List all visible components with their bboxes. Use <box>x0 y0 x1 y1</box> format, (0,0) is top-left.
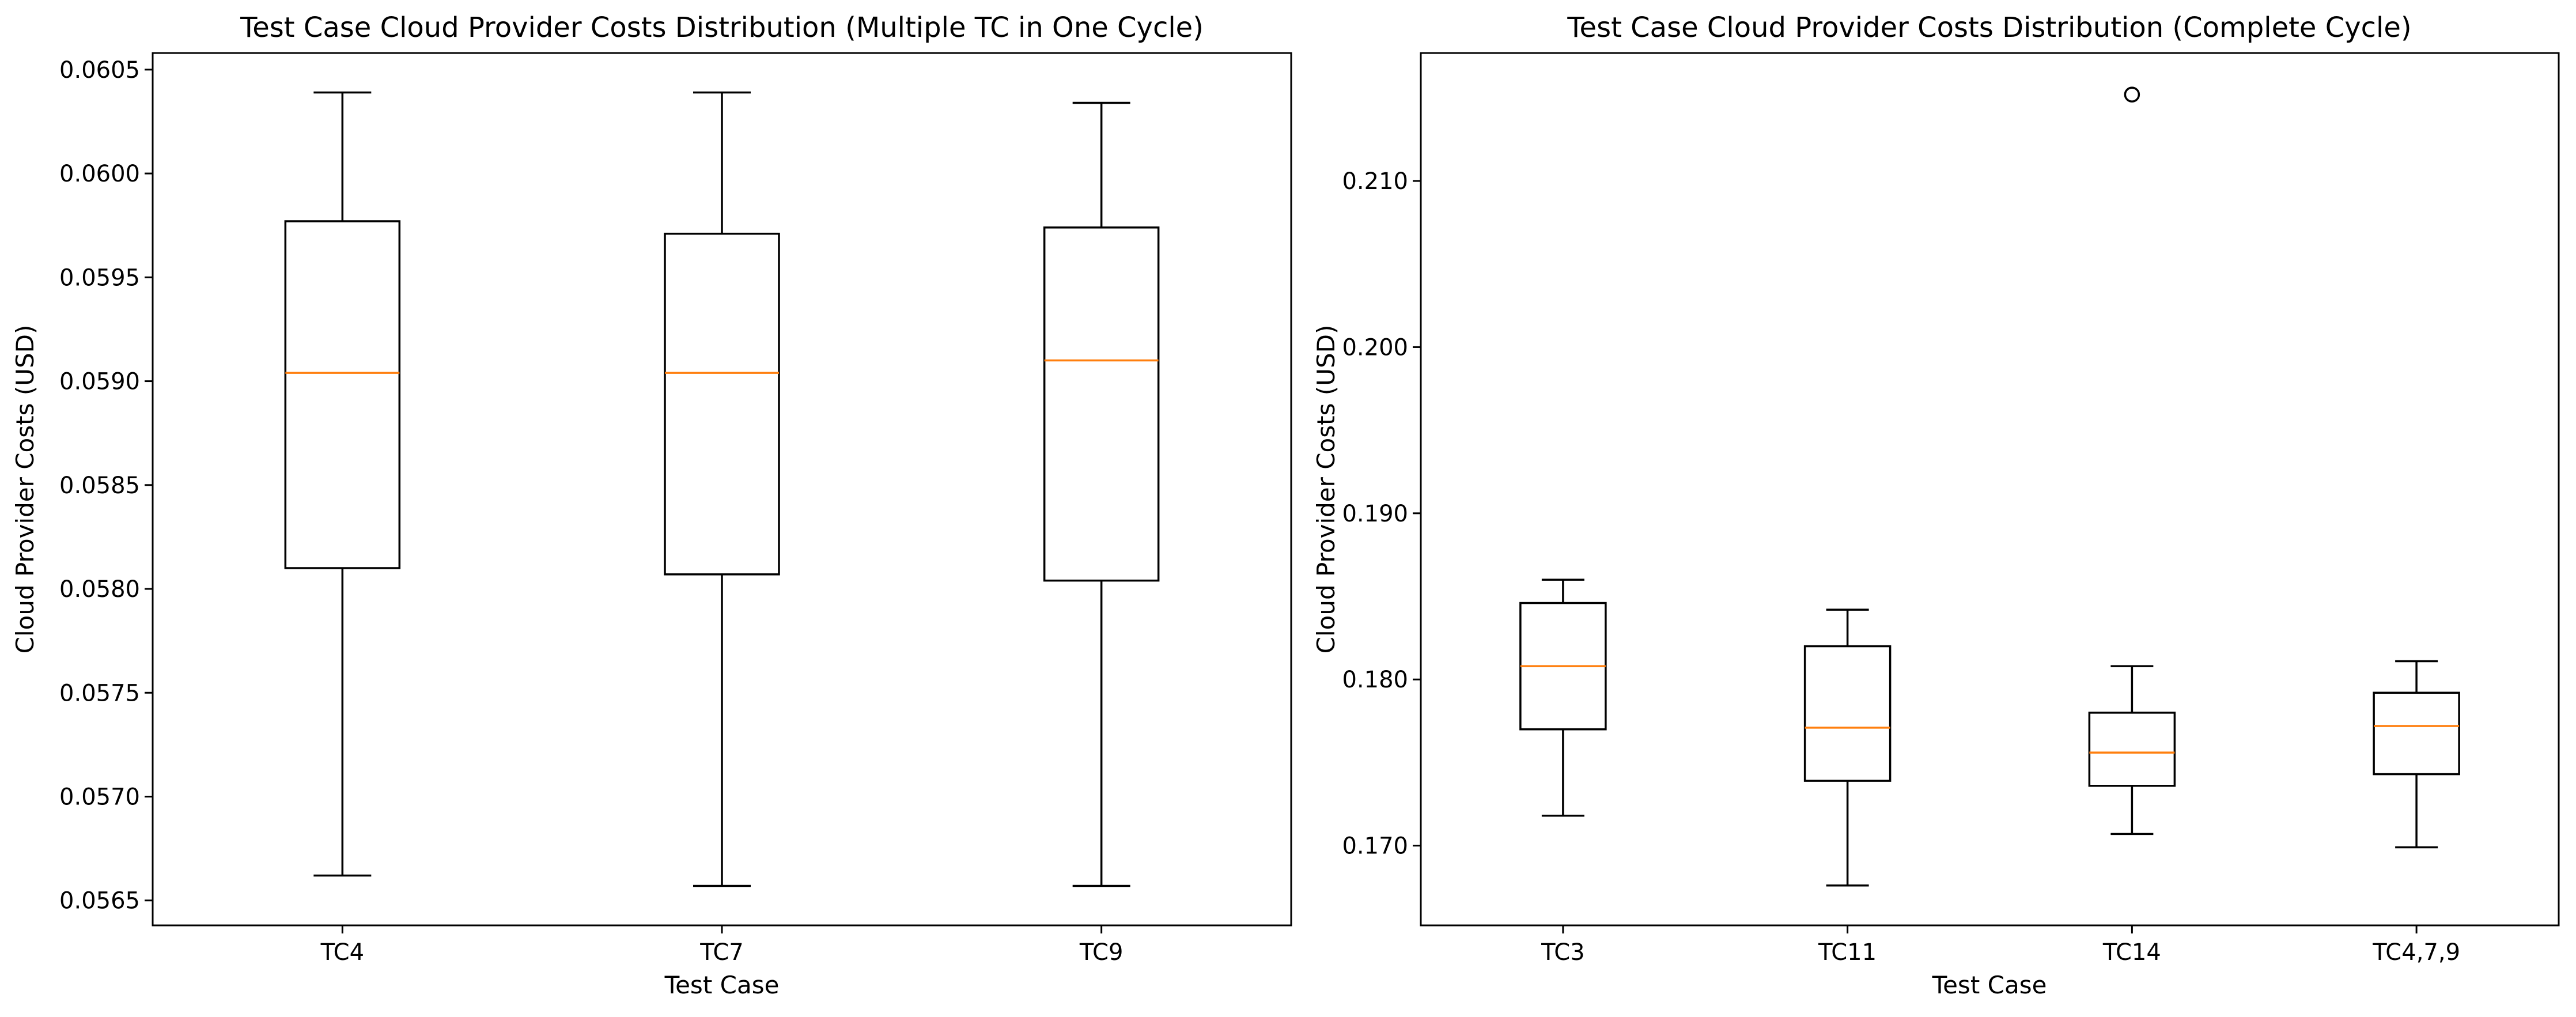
y-tick-label: 0.170 <box>1342 833 1408 860</box>
x-tick-label: TC7 <box>699 939 743 966</box>
y-tick-label: 0.0605 <box>59 57 140 84</box>
x-tick-label: TC4 <box>320 939 364 966</box>
y-tick-label: 0.190 <box>1342 501 1408 527</box>
box-tc4-7-9 <box>2373 660 2460 849</box>
y-tick-label: 0.0595 <box>59 264 140 291</box>
y-tick-label: 0.0580 <box>59 576 140 603</box>
y-tick-label: 0.210 <box>1342 168 1408 195</box>
y-tick-label: 0.200 <box>1342 334 1408 361</box>
axis-ticks: 0.170 0.180 0.190 0.200 0.210 TC3 TC11 TC14 TC4,… <box>1342 168 2460 966</box>
y-tick-label: 0.0565 <box>59 888 140 914</box>
x-tick-label: TC4,7,9 <box>2372 939 2460 966</box>
box-tc9 <box>1043 101 1160 887</box>
y-tick-label: 0.0585 <box>59 472 140 499</box>
chart-title: Test Case Cloud Provider Costs Distribut… <box>240 12 1204 44</box>
x-tick-label: TC9 <box>1079 939 1123 966</box>
iqr-box <box>1803 645 1892 782</box>
y-axis-label: Cloud Provider Costs (USD) <box>1312 325 1340 654</box>
x-tick-label: TC14 <box>2102 939 2161 966</box>
box-tc4 <box>284 91 401 877</box>
y-axis-label: Cloud Provider Costs (USD) <box>11 325 39 654</box>
y-tick-label: 0.0590 <box>59 369 140 395</box>
box-plot-marks <box>1519 86 2460 887</box>
x-tick-label: TC11 <box>1818 939 1877 966</box>
x-axis-label: Test Case <box>664 971 780 999</box>
iqr-box <box>1043 226 1160 582</box>
iqr-box <box>2373 691 2460 776</box>
x-axis-label: Test Case <box>1932 971 2047 999</box>
box-tc3 <box>1519 579 1607 817</box>
y-tick-label: 0.0575 <box>59 680 140 706</box>
plot-frame <box>152 52 1292 927</box>
box-tc7 <box>664 91 780 887</box>
iqr-box <box>284 220 401 569</box>
y-tick-label: 0.0600 <box>59 161 140 187</box>
box-tc14 <box>2088 86 2176 835</box>
chart-panel-multiple-tc: Test Case Cloud Provider Costs Distribut… <box>11 12 1292 999</box>
iqr-box <box>664 232 780 576</box>
box-tc11 <box>1803 608 1892 887</box>
y-tick-label: 0.0570 <box>59 784 140 811</box>
x-tick-label: TC3 <box>1541 939 1584 966</box>
box-plot-marks <box>284 91 1160 887</box>
iqr-box <box>2088 712 2176 787</box>
chart-title: Test Case Cloud Provider Costs Distribut… <box>1567 12 2411 44</box>
chart-panel-complete-cycle: Test Case Cloud Provider Costs Distribut… <box>1312 12 2560 999</box>
plot-frame <box>1420 52 2560 927</box>
y-tick-label: 0.180 <box>1342 667 1408 693</box>
outlier-point <box>2124 86 2140 103</box>
axis-ticks: 0.0565 0.0570 0.0575 0.0580 0.0585 0.0590 0.05… <box>59 57 1123 966</box>
